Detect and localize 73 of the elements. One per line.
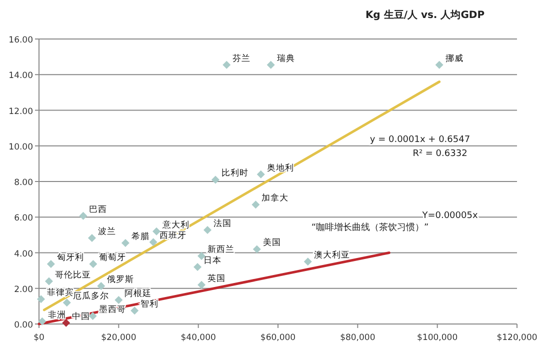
point — [211, 176, 220, 184]
annotation: R² = 0.6332 — [412, 149, 468, 159]
annotation: 美国 — [262, 237, 281, 248]
y-tick-label: 16.00 — [8, 36, 33, 46]
x-tick-label: $40,000 — [180, 333, 216, 343]
point — [97, 282, 106, 290]
y-tick-label: 6.00 — [14, 214, 33, 224]
annotation: Y=0.00005x — [421, 211, 478, 221]
annotation: 西班牙 — [159, 230, 186, 242]
point — [203, 226, 212, 234]
point — [256, 170, 265, 178]
point — [152, 227, 161, 236]
annotation: 非洲 — [48, 309, 66, 320]
annotation: 英国 — [208, 272, 226, 284]
point — [194, 263, 202, 271]
point — [304, 258, 312, 266]
x-tick-label: $0 — [34, 333, 44, 343]
annotation: 哥伦比亚 — [54, 269, 91, 280]
point — [114, 296, 123, 304]
point — [62, 318, 70, 327]
point — [36, 295, 45, 304]
y-tick-label: 12.00 — [8, 106, 33, 117]
annotation: 希腊 — [131, 230, 150, 242]
y-tick-label: 8.00 — [14, 178, 33, 188]
y-tick-label: 10.00 — [8, 142, 33, 152]
chart-title: Kg 生豆/人 vs. 人均GDP — [365, 9, 485, 21]
point — [435, 60, 444, 69]
annotation: 意大利 — [162, 219, 190, 230]
point — [130, 306, 139, 315]
point — [252, 200, 260, 209]
x-tick-label: $120,000 — [496, 333, 538, 343]
y-tick-label: 2.00 — [14, 284, 33, 295]
annotation: 巴西 — [89, 204, 108, 215]
annotation: 奥地利 — [266, 162, 294, 174]
annotation: 瑞典 — [276, 52, 295, 64]
point — [89, 260, 98, 268]
annotation: 葡萄牙 — [99, 252, 126, 263]
point — [252, 245, 261, 254]
point — [222, 60, 231, 69]
annotation: 加拿大 — [262, 192, 289, 204]
point — [121, 238, 130, 247]
annotation: 新西兰 — [208, 244, 235, 255]
annotation: 波兰 — [98, 226, 116, 237]
point — [149, 238, 158, 246]
point — [46, 260, 55, 268]
point — [198, 252, 206, 260]
annotation: 澳大利亚 — [314, 250, 350, 261]
annotation: 芬兰 — [232, 52, 251, 64]
annotation: 匈牙利 — [56, 252, 84, 263]
point — [62, 298, 71, 307]
annotation: 俄罗斯 — [107, 274, 134, 286]
point — [88, 312, 97, 320]
y-tick-label: 0.00 — [14, 320, 33, 330]
annotation: 阿根廷 — [124, 288, 152, 299]
point — [88, 234, 96, 242]
x-tick-label: $80,000 — [340, 333, 376, 343]
point — [38, 317, 46, 326]
annotation: y = 0.0001x + 0.6547 — [370, 135, 470, 145]
x-tick-label: $20,000 — [101, 333, 136, 343]
x-tick-label: $100,000 — [417, 333, 458, 343]
y-tick-label: 14.00 — [8, 71, 33, 82]
annotation: 法国 — [213, 218, 232, 229]
y-tick-label: 4.00 — [14, 249, 33, 260]
annotation: 挪威 — [445, 52, 464, 64]
annotation: 厄瓜多尔 — [72, 290, 109, 302]
point — [79, 212, 88, 220]
point — [198, 280, 206, 289]
annotation: 比利时 — [221, 168, 248, 179]
annotation: 日本 — [204, 255, 222, 266]
point — [44, 277, 53, 286]
point — [266, 60, 275, 69]
annotation: “咖啡增长曲线（茶饮习惯）” — [311, 222, 429, 233]
x-tick-label: $60,000 — [260, 333, 296, 343]
